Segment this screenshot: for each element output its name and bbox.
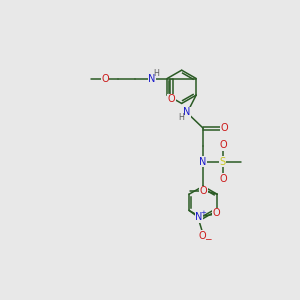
Text: O: O [219, 140, 227, 150]
Text: +: + [200, 210, 206, 216]
Text: H: H [153, 69, 159, 78]
Text: N: N [183, 107, 190, 118]
Text: O: O [101, 74, 109, 83]
Text: N: N [200, 157, 207, 167]
Text: O: O [220, 123, 228, 133]
Text: O: O [200, 187, 208, 196]
Text: O: O [199, 231, 206, 241]
Text: H: H [178, 112, 184, 122]
Text: S: S [220, 157, 226, 167]
Text: O: O [213, 208, 220, 218]
Text: N: N [148, 74, 156, 83]
Text: O: O [168, 94, 176, 104]
Text: −: − [204, 234, 211, 243]
Text: N: N [195, 212, 202, 222]
Text: O: O [219, 173, 227, 184]
